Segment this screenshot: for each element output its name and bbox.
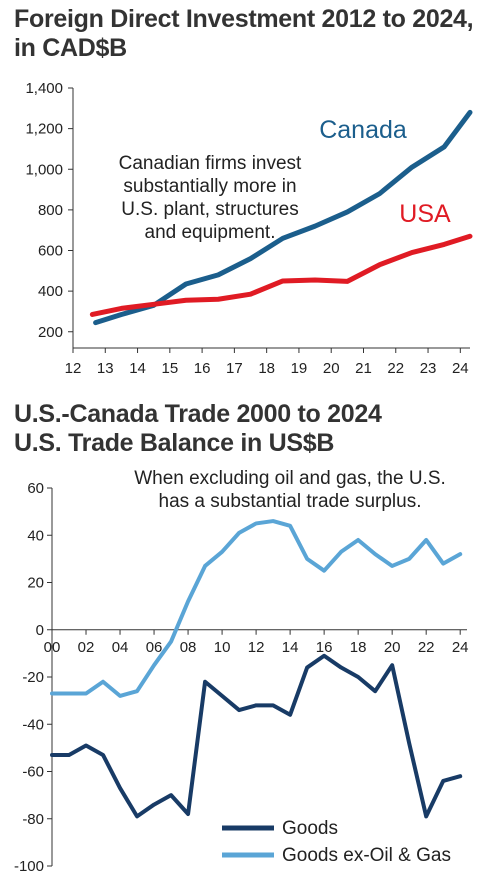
fdi-y-tick-label: 200	[38, 324, 63, 341]
fdi-series-label-canada: Canada	[319, 116, 407, 144]
trade-y-tick-label: 60	[27, 480, 44, 497]
fdi-y-tick-label: 400	[38, 283, 63, 300]
fdi-annotation-line: Canadian firms invest	[119, 153, 302, 174]
fdi-x-tick-label: 15	[161, 360, 178, 377]
trade-annotation-line: has a substantial trade surplus.	[159, 491, 422, 512]
trade-x-tick-label: 18	[350, 639, 367, 656]
trade-x-tick-label: 02	[78, 639, 95, 656]
trade-chart-title-line-2: U.S. Trade Balance in US$B	[14, 429, 335, 457]
trade-annotation-line: When excluding oil and gas, the U.S.	[134, 468, 446, 489]
fdi-x-tick-label: 12	[65, 360, 82, 377]
trade-y-tick-label: 0	[36, 622, 44, 639]
trade-x-tick-label: 22	[418, 639, 435, 656]
trade-series-line-goods-ex-oil-gas	[50, 519, 463, 698]
fdi-y-tick-label: 800	[38, 202, 63, 219]
fdi-y-tick-label: 1,400	[25, 80, 63, 97]
fdi-x-tick-label: 13	[97, 360, 114, 377]
trade-y-tick-label: -60	[22, 764, 44, 781]
fdi-annotation-line: substantially more in	[123, 176, 296, 197]
trade-y-tick-label: -100	[14, 858, 44, 875]
fdi-series-line-usa	[89, 233, 473, 317]
fdi-x-tick-label: 24	[452, 360, 469, 377]
fdi-x-tick-label: 22	[387, 360, 404, 377]
fdi-x-tick-label: 19	[291, 360, 308, 377]
fdi-y-tick-label: 1,200	[25, 121, 63, 138]
trade-y-tick-label: -20	[22, 669, 44, 686]
trade-x-tick-label: 08	[180, 639, 197, 656]
trade-y-tick-label: 40	[27, 527, 44, 544]
fdi-series-label-usa: USA	[399, 200, 451, 228]
trade-x-tick-label: 24	[452, 639, 469, 656]
trade-x-tick-label: 00	[44, 639, 61, 656]
fdi-x-tick-label: 17	[226, 360, 243, 377]
trade-chart-title-line-1: U.S.-Canada Trade 2000 to 2024	[14, 400, 382, 428]
trade-x-tick-label: 16	[316, 639, 333, 656]
trade-x-tick-label: 06	[146, 639, 163, 656]
trade-x-tick-label: 12	[248, 639, 265, 656]
fdi-annotation-line: U.S. plant, structures	[121, 199, 298, 220]
fdi-x-tick-label: 14	[129, 360, 146, 377]
trade-x-tick-label: 10	[214, 639, 231, 656]
trade-y-tick-label: 20	[27, 575, 44, 592]
fdi-x-tick-label: 21	[355, 360, 372, 377]
fdi-y-tick-label: 1,000	[25, 161, 63, 178]
trade-chart-title: U.S.-Canada Trade 2000 to 2024 U.S. Trad…	[14, 400, 484, 458]
fdi-chart-title: Foreign Direct Investment 2012 to 2024, …	[14, 5, 474, 62]
trade-y-tick-label: -80	[22, 811, 44, 828]
fdi-y-tick-label: 600	[38, 243, 63, 260]
legend-label-goods-ex-oil-gas: Goods ex-Oil & Gas	[282, 845, 451, 866]
fdi-x-tick-label: 23	[420, 360, 437, 377]
fdi-x-tick-label: 20	[323, 360, 340, 377]
trade-x-tick-label: 04	[112, 639, 129, 656]
trade-x-tick-label: 14	[282, 639, 299, 656]
fdi-x-tick-label: 18	[258, 360, 275, 377]
trade-y-tick-label: -40	[22, 716, 44, 733]
trade-series-line-goods	[50, 653, 463, 819]
trade-x-tick-label: 20	[384, 639, 401, 656]
fdi-annotation-line: and equipment.	[145, 222, 276, 243]
legend-label-goods: Goods	[282, 818, 338, 839]
fdi-line-chart: 200 400 600 800 1,000 1,200 1,400 12 13 14 15 16 17 1…	[25, 80, 473, 377]
fdi-x-tick-label: 16	[194, 360, 211, 377]
